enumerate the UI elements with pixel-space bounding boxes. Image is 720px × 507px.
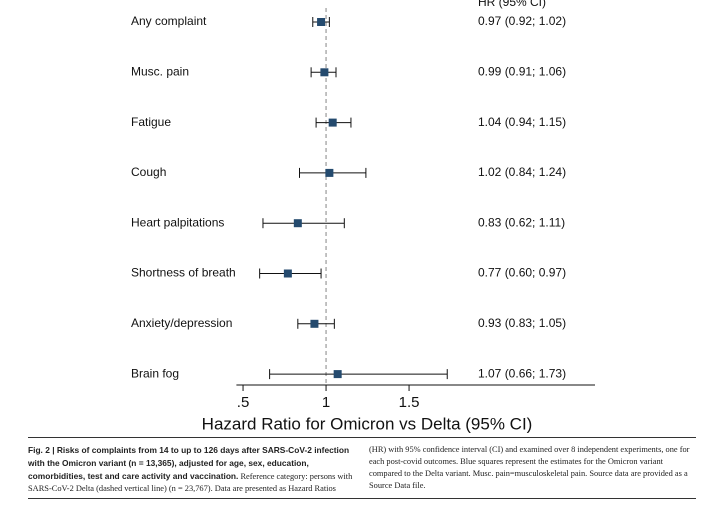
- row-label: Cough: [131, 165, 166, 179]
- row-label: Fatigue: [131, 115, 171, 129]
- x-tick-label: 1: [322, 394, 330, 411]
- value-label: 1.02 (0.84; 1.24): [478, 165, 566, 179]
- x-tick-label: 1.5: [399, 394, 420, 411]
- chart: HR (95% CI) Hazard Ratio for Omicron vs …: [131, 0, 595, 433]
- column-header: HR (95% CI): [478, 0, 546, 9]
- value-label: 0.77 (0.60; 0.97): [478, 266, 566, 280]
- row-label: Shortness of breath: [131, 266, 236, 280]
- estimate-square: [328, 118, 337, 127]
- row-label: Brain fog: [131, 366, 179, 380]
- estimate-square: [325, 168, 334, 177]
- row-label: Heart palpitations: [131, 215, 224, 229]
- caption: Fig. 2 | Risks of complaints from 14 to …: [28, 437, 696, 499]
- row-label: Any complaint: [131, 14, 207, 28]
- value-label: 1.07 (0.66; 1.73): [478, 366, 566, 380]
- row-label: Musc. pain: [131, 64, 189, 78]
- value-label: 0.99 (0.91; 1.06): [478, 64, 566, 78]
- estimate-square: [333, 370, 342, 379]
- caption-text: Reference category: persons with SARS-Co…: [28, 445, 690, 493]
- value-label: 1.04 (0.94; 1.15): [478, 115, 566, 129]
- estimate-square: [293, 219, 302, 228]
- x-axis-title: Hazard Ratio for Omicron vs Delta (95% C…: [202, 414, 533, 433]
- value-label: 0.93 (0.83; 1.05): [478, 316, 566, 330]
- estimate-square: [310, 319, 319, 328]
- value-label: 0.97 (0.92; 1.02): [478, 14, 566, 28]
- row-label: Anxiety/depression: [131, 316, 232, 330]
- estimate-square: [283, 269, 292, 278]
- estimate-square: [317, 18, 326, 26]
- estimate-square: [320, 68, 329, 77]
- caption-bold: Fig. 2 | Risks of complaints from 14 to …: [28, 445, 350, 481]
- x-tick-label: .5: [237, 394, 250, 411]
- value-label: 0.83 (0.62; 1.11): [478, 215, 565, 229]
